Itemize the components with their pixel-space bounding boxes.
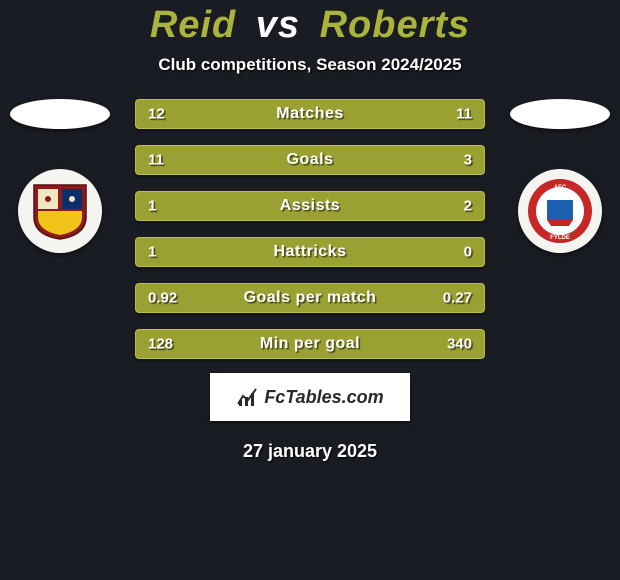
player2-base-ellipse (510, 99, 610, 129)
container: Reid vs Roberts Club competitions, Seaso… (0, 0, 620, 580)
stat-bar-hattricks: 1 Hattricks 0 (135, 237, 485, 267)
stat-label: Min per goal (136, 335, 484, 353)
stat-right-value: 0.27 (443, 290, 472, 307)
brand-text: FcTables.com (264, 387, 383, 408)
stat-right-value: 0 (464, 244, 472, 261)
brand-box: FcTables.com (210, 373, 410, 421)
player2-name: Roberts (320, 4, 471, 46)
stat-label: Assists (136, 197, 484, 215)
right-side: AFC FYLDE (508, 99, 612, 253)
stats-bars: 12 Matches 11 11 Goals 3 1 Assists 2 1 H… (135, 99, 485, 359)
subtitle: Club competitions, Season 2024/2025 (0, 55, 620, 75)
stat-label: Matches (136, 105, 484, 123)
svg-text:AFC: AFC (554, 185, 567, 191)
player2-crest: AFC FYLDE (518, 169, 602, 253)
stat-bar-assists: 1 Assists 2 (135, 191, 485, 221)
stat-bar-goals-per-match: 0.92 Goals per match 0.27 (135, 283, 485, 313)
shield-icon (32, 181, 88, 241)
comparison-stage: AFC FYLDE 12 Matches 11 11 Goals 3 1 Ass… (0, 99, 620, 462)
player1-name: Reid (150, 4, 236, 46)
player1-crest (18, 169, 102, 253)
stat-bar-min-per-goal: 128 Min per goal 340 (135, 329, 485, 359)
page-title: Reid vs Roberts (0, 4, 620, 47)
stat-right-value: 3 (464, 152, 472, 169)
stat-right-value: 340 (447, 336, 472, 353)
stat-bar-goals: 11 Goals 3 (135, 145, 485, 175)
stat-label: Hattricks (136, 243, 484, 261)
left-side (8, 99, 112, 253)
stat-label: Goals per match (136, 289, 484, 307)
stat-right-value: 11 (456, 106, 472, 123)
stat-right-value: 2 (464, 198, 472, 215)
chart-icon (236, 386, 258, 408)
vs-label: vs (256, 4, 300, 46)
date-label: 27 january 2025 (0, 441, 620, 462)
player1-base-ellipse (10, 99, 110, 129)
stat-bar-matches: 12 Matches 11 (135, 99, 485, 129)
stat-label: Goals (136, 151, 484, 169)
badge-icon: AFC FYLDE (525, 176, 595, 246)
svg-text:FYLDE: FYLDE (550, 235, 570, 241)
